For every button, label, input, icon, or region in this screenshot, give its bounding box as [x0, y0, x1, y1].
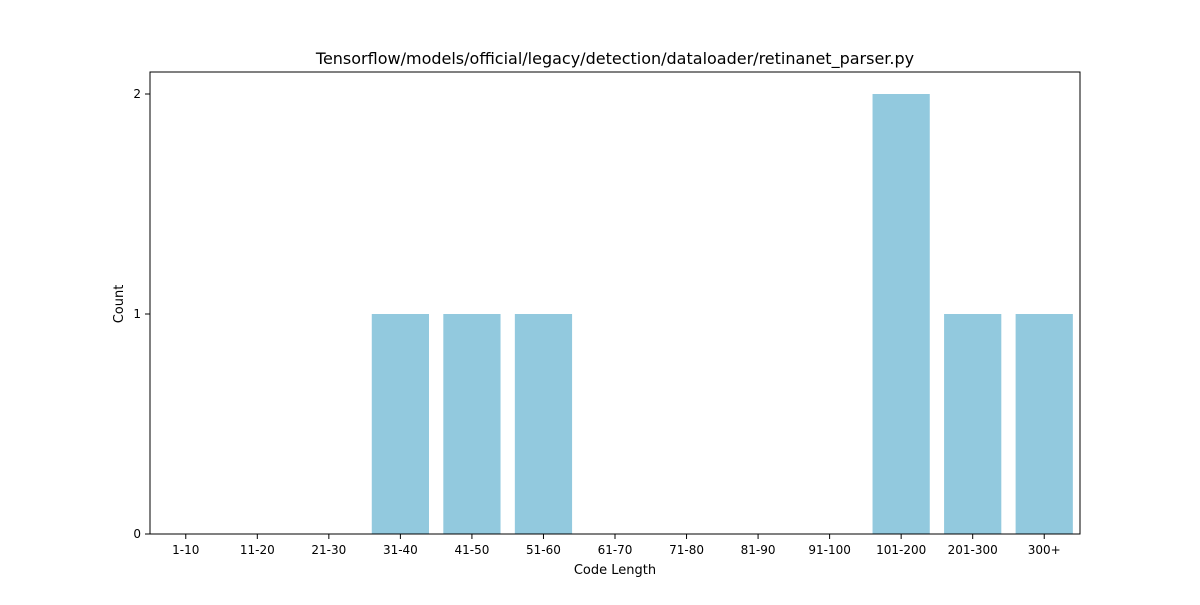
- x-tick-label: 51-60: [526, 543, 561, 557]
- x-tick-label: 101-200: [876, 543, 926, 557]
- plot-frame: [149, 71, 1081, 535]
- x-axis-label: Code Length: [574, 563, 656, 578]
- bar-41-50: [443, 314, 501, 534]
- y-ticks-group: 0 1 2: [133, 87, 150, 541]
- y-axis-label: Count: [112, 285, 127, 324]
- bar-201-300: [944, 314, 1002, 534]
- bars-group: [371, 94, 1073, 534]
- bar-101-200: [872, 94, 930, 534]
- x-tick-label: 11-20: [240, 543, 275, 557]
- x-tick-label: 1-10: [172, 543, 199, 557]
- y-tick-label: 1: [133, 307, 141, 321]
- bar-300+: [1015, 314, 1073, 534]
- x-tick-label: 61-70: [598, 543, 633, 557]
- x-tick-label: 31-40: [383, 543, 418, 557]
- x-tick-label: 71-80: [669, 543, 704, 557]
- chart-title: Tensorflow/models/official/legacy/detect…: [315, 49, 914, 69]
- x-tick-label: 41-50: [454, 543, 489, 557]
- y-tick-label: 2: [133, 87, 141, 101]
- x-ticks-group: 1-10 11-20 21-30 31-40 41-50 51-60 61-70 71-80 8…: [172, 534, 1061, 557]
- x-tick-label: 21-30: [311, 543, 346, 557]
- x-tick-label: 81-90: [741, 543, 776, 557]
- plot-area: [150, 72, 1080, 534]
- bar-51-60: [514, 314, 573, 534]
- bar-31-40: [371, 314, 429, 534]
- x-tick-label: 300+: [1028, 543, 1061, 557]
- x-tick-label: 201-300: [948, 543, 998, 557]
- y-tick-label: 0: [133, 527, 141, 541]
- x-tick-label: 91-100: [808, 543, 851, 557]
